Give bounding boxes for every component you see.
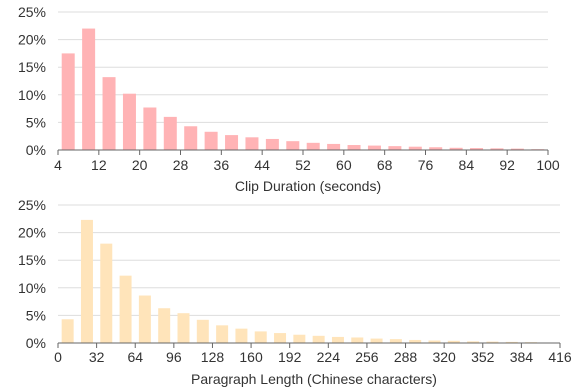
bar xyxy=(61,319,74,343)
bar xyxy=(370,338,383,343)
x-tick-label: 52 xyxy=(295,157,311,173)
x-tick-label: 64 xyxy=(127,349,143,365)
bar xyxy=(204,131,218,150)
clip-duration-chart: 0% 5% 10% 15% 20% 25% 4 12 20 28 36 44 52 60 68 76 84 92 1… xyxy=(18,4,560,194)
bar xyxy=(196,319,209,343)
x-tick-label: 20 xyxy=(132,157,148,173)
paragraph-length-chart: 0% 5% 10% 15% 20% 25% 0 32 64 96 128 160 192 224 256 28… xyxy=(18,197,572,387)
bar xyxy=(388,146,402,150)
x-tick-label: 76 xyxy=(418,157,434,173)
x-tick-label: 84 xyxy=(459,157,475,173)
x-tick-label: 416 xyxy=(548,349,572,365)
x-tick-label: 320 xyxy=(432,349,456,365)
bar xyxy=(163,116,177,150)
bar xyxy=(505,341,518,343)
bar xyxy=(331,336,344,343)
x-tick-label: 12 xyxy=(91,157,107,173)
bar xyxy=(245,137,259,150)
bar xyxy=(467,341,480,343)
bar xyxy=(138,295,151,343)
x-tick-label: 384 xyxy=(510,349,534,365)
bar xyxy=(428,340,441,343)
bar xyxy=(216,325,229,343)
bar xyxy=(389,339,402,343)
bar xyxy=(447,340,460,343)
bar xyxy=(82,28,96,151)
bar xyxy=(158,308,171,343)
bar xyxy=(293,334,306,343)
bar xyxy=(347,145,361,150)
x-tick-label: 160 xyxy=(239,349,263,365)
x-tick-label: 28 xyxy=(173,157,189,173)
y-tick-label: 15% xyxy=(18,59,46,75)
x-tick-label: 224 xyxy=(317,349,341,365)
x-tick-label: 288 xyxy=(394,349,418,365)
bar xyxy=(235,328,248,343)
x-tick-label: 128 xyxy=(201,349,225,365)
y-tick-label: 0% xyxy=(26,335,46,351)
bar xyxy=(367,145,381,150)
x-tick-label: 0 xyxy=(54,349,62,365)
bar xyxy=(510,148,524,150)
y-tick-label: 20% xyxy=(18,32,46,48)
y-tick-label: 25% xyxy=(18,4,46,20)
bar xyxy=(177,313,190,343)
x-tick-label: 36 xyxy=(214,157,230,173)
bar xyxy=(265,138,279,150)
y-tick-label: 15% xyxy=(18,252,46,268)
x-axis-label: Paragraph Length (Chinese characters) xyxy=(191,371,437,387)
bar xyxy=(274,333,287,343)
x-tick-label: 100 xyxy=(536,157,560,173)
x-tick-label: 256 xyxy=(355,349,379,365)
bar xyxy=(122,93,136,150)
bar xyxy=(286,141,300,150)
bar xyxy=(119,275,132,343)
bar xyxy=(184,126,198,150)
bar xyxy=(225,135,239,150)
bar xyxy=(470,148,484,150)
x-tick-label: 352 xyxy=(471,349,495,365)
x-axis-label: Clip Duration (seconds) xyxy=(235,178,381,194)
bar xyxy=(486,341,499,343)
bar xyxy=(100,243,113,343)
x-tick-label: 44 xyxy=(254,157,270,173)
y-tick-label: 5% xyxy=(26,114,46,130)
x-tick-label: 32 xyxy=(89,349,105,365)
bar xyxy=(408,146,422,150)
x-tick-label: 92 xyxy=(499,157,515,173)
bar xyxy=(429,147,443,150)
bar xyxy=(312,335,325,343)
y-tick-label: 10% xyxy=(18,280,46,296)
bar xyxy=(61,53,75,150)
y-tick-label: 20% xyxy=(18,225,46,241)
x-tick-label: 4 xyxy=(54,157,62,173)
y-tick-label: 10% xyxy=(18,87,46,103)
bar xyxy=(449,147,463,150)
x-tick-label: 60 xyxy=(336,157,352,173)
bar xyxy=(306,142,320,150)
bar xyxy=(102,77,116,150)
bar xyxy=(327,143,341,150)
bar xyxy=(490,148,504,150)
bar xyxy=(351,337,364,343)
y-tick-label: 25% xyxy=(18,197,46,213)
x-tick-label: 96 xyxy=(166,349,182,365)
y-tick-label: 5% xyxy=(26,307,46,323)
bar xyxy=(143,107,157,150)
y-tick-label: 0% xyxy=(26,142,46,158)
x-tick-label: 68 xyxy=(377,157,393,173)
bar xyxy=(80,219,93,343)
bar xyxy=(254,331,267,343)
x-tick-label: 192 xyxy=(278,349,302,365)
bar xyxy=(409,339,422,343)
